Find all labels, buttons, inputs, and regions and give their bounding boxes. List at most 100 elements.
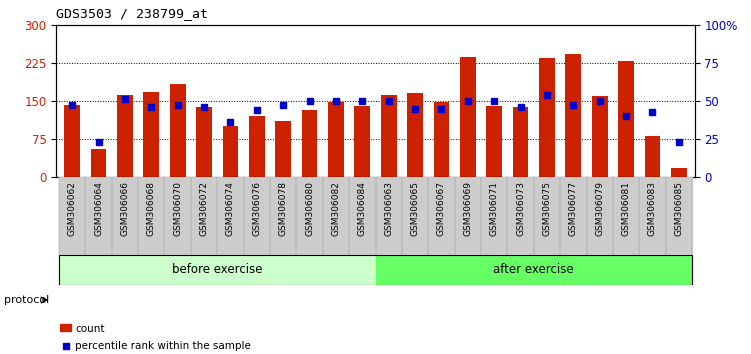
Text: GSM306079: GSM306079 (596, 181, 605, 236)
Bar (354, 106, 370, 177)
Bar (407, 93, 423, 177)
Text: GSM306066: GSM306066 (120, 181, 129, 236)
Bar (297, 177, 323, 255)
Text: GSM306084: GSM306084 (357, 181, 366, 236)
Bar (665, 177, 692, 255)
Bar (376, 177, 402, 255)
Text: GSM306080: GSM306080 (305, 181, 314, 236)
Bar (349, 177, 376, 255)
Bar (433, 102, 449, 177)
Bar (164, 177, 191, 255)
Bar (592, 96, 608, 177)
Bar (481, 177, 508, 255)
Bar (138, 177, 164, 255)
Text: GSM306081: GSM306081 (622, 181, 631, 236)
Bar (460, 57, 475, 177)
Text: GSM306078: GSM306078 (279, 181, 288, 236)
Bar (639, 177, 665, 255)
Bar (644, 136, 660, 177)
Bar (428, 177, 454, 255)
Bar (65, 105, 80, 177)
Text: GSM306064: GSM306064 (94, 181, 103, 236)
Bar (217, 177, 243, 255)
Text: GSM306065: GSM306065 (411, 181, 420, 236)
Bar (349, 177, 376, 255)
Bar (428, 177, 454, 255)
Bar (487, 106, 502, 177)
Text: GSM306071: GSM306071 (490, 181, 499, 236)
Bar (191, 177, 217, 255)
Bar (560, 177, 587, 255)
Bar (376, 177, 402, 255)
Bar (112, 177, 138, 255)
Text: GSM306082: GSM306082 (331, 181, 340, 236)
Bar (112, 177, 138, 255)
Bar (566, 54, 581, 177)
Bar (117, 95, 133, 177)
Bar (454, 177, 481, 255)
Text: after exercise: after exercise (493, 263, 574, 276)
Bar (323, 177, 349, 255)
Bar (534, 177, 560, 255)
Bar (59, 255, 376, 285)
Text: GSM306077: GSM306077 (569, 181, 578, 236)
Bar (508, 177, 534, 255)
Text: GSM306070: GSM306070 (173, 181, 182, 236)
Bar (60, 324, 71, 331)
Bar (86, 177, 112, 255)
Text: GSM306067: GSM306067 (437, 181, 446, 236)
Bar (323, 177, 349, 255)
Bar (481, 177, 508, 255)
Text: GSM306073: GSM306073 (516, 181, 525, 236)
Bar (671, 168, 686, 177)
Text: GSM306074: GSM306074 (226, 181, 235, 236)
Bar (91, 149, 107, 177)
Text: GSM306085: GSM306085 (674, 181, 683, 236)
Bar (513, 108, 529, 177)
Bar (587, 177, 613, 255)
Bar (243, 177, 270, 255)
Text: GSM306072: GSM306072 (200, 181, 209, 236)
Bar (454, 177, 481, 255)
Text: GSM306076: GSM306076 (252, 181, 261, 236)
Text: GSM306069: GSM306069 (463, 181, 472, 236)
Text: GSM306062: GSM306062 (68, 181, 77, 236)
Text: protocol: protocol (4, 295, 49, 305)
Bar (270, 177, 297, 255)
Text: before exercise: before exercise (172, 263, 263, 276)
Bar (402, 177, 428, 255)
Bar (164, 177, 191, 255)
Bar (297, 177, 323, 255)
Bar (613, 177, 639, 255)
Bar (270, 177, 297, 255)
Bar (639, 177, 665, 255)
Bar (138, 177, 164, 255)
Text: GSM306083: GSM306083 (648, 181, 657, 236)
Bar (222, 126, 238, 177)
Bar (539, 58, 555, 177)
Text: percentile rank within the sample: percentile rank within the sample (75, 341, 251, 351)
Bar (402, 177, 428, 255)
Text: count: count (75, 324, 104, 334)
Bar (376, 255, 692, 285)
Bar (560, 177, 587, 255)
Bar (217, 177, 243, 255)
Bar (618, 61, 634, 177)
Bar (302, 110, 318, 177)
Text: GSM306075: GSM306075 (542, 181, 551, 236)
Bar (170, 84, 185, 177)
Bar (249, 116, 264, 177)
Bar (59, 177, 86, 255)
Bar (665, 177, 692, 255)
Bar (381, 95, 397, 177)
Text: GDS3503 / 238799_at: GDS3503 / 238799_at (56, 7, 208, 21)
Bar (613, 177, 639, 255)
Bar (196, 108, 212, 177)
Bar (587, 177, 613, 255)
Text: GSM306068: GSM306068 (146, 181, 155, 236)
Bar (243, 177, 270, 255)
Bar (276, 121, 291, 177)
Bar (191, 177, 217, 255)
Bar (328, 102, 344, 177)
Bar (534, 177, 560, 255)
